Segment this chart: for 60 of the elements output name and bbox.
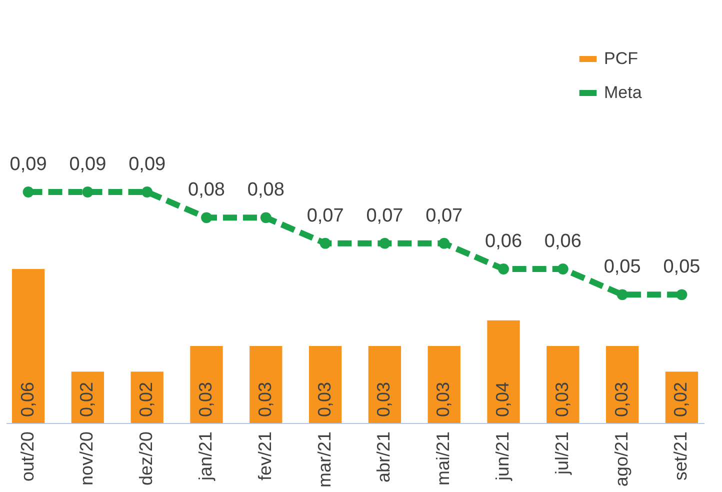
- point: [82, 186, 94, 198]
- x-tick-label: set/21: [670, 432, 691, 481]
- data-label: 0,08: [188, 180, 225, 201]
- point: [260, 212, 272, 224]
- x-tick-label: ago/21: [611, 432, 632, 487]
- point: [201, 212, 212, 224]
- x-tick-label: jul/21: [552, 432, 572, 476]
- data-label: 0,03: [552, 382, 572, 417]
- data-label: 0,09: [128, 154, 166, 175]
- point: [616, 289, 628, 300]
- point: [142, 186, 153, 198]
- bar: [190, 346, 223, 423]
- bar: [428, 346, 460, 423]
- bar: [546, 346, 580, 423]
- bar: [606, 346, 639, 423]
- point: [498, 264, 509, 274]
- bar: [368, 346, 402, 423]
- x-tick-label: abr/21: [374, 432, 394, 483]
- bar: [12, 269, 45, 423]
- data-label: 0,02: [76, 382, 97, 417]
- data-label: 0,07: [426, 205, 463, 226]
- data-label: 0,06: [17, 382, 38, 417]
- data-label: 0,03: [611, 382, 632, 417]
- data-label: 0,05: [604, 256, 641, 278]
- bar: [487, 320, 520, 423]
- point: [379, 238, 390, 249]
- x-tick-label: nov/20: [76, 432, 97, 486]
- bar: [250, 346, 282, 423]
- x-tick-label: fev/21: [254, 432, 275, 481]
- point: [22, 186, 34, 198]
- data-label: 0,09: [69, 154, 106, 175]
- data-label: 0,08: [247, 180, 284, 201]
- legend-label: Meta: [604, 83, 642, 102]
- data-label: 0,02: [670, 382, 691, 417]
- legend-label: PCF: [604, 49, 638, 68]
- x-tick-label: jun/21: [492, 432, 513, 482]
- data-label: 0,09: [10, 154, 47, 175]
- bar: [308, 346, 342, 423]
- x-tick-label: dez/20: [136, 432, 156, 486]
- data-label: 0,04: [492, 382, 513, 417]
- x-tick-label: mai/21: [433, 432, 454, 486]
- point: [438, 238, 450, 249]
- data-label: 0,06: [544, 231, 582, 252]
- data-label: 0,05: [663, 256, 700, 278]
- x-tick-label: mar/21: [314, 432, 334, 488]
- point: [557, 264, 568, 274]
- point: [320, 238, 331, 249]
- data-label: 0,03: [374, 382, 394, 417]
- x-tick-label: jan/21: [195, 432, 216, 482]
- x-tick-label: out/20: [17, 432, 38, 482]
- data-label: 0,03: [254, 382, 275, 417]
- data-label: 0,07: [366, 205, 404, 226]
- bar: [130, 372, 164, 423]
- data-label: 0,03: [433, 382, 454, 417]
- data-label: 0,03: [314, 382, 334, 417]
- data-label: 0,06: [485, 231, 522, 252]
- data-label: 0,03: [195, 382, 216, 417]
- data-label: 0,07: [306, 205, 344, 226]
- data-label: 0,02: [136, 382, 156, 417]
- point: [676, 289, 688, 300]
